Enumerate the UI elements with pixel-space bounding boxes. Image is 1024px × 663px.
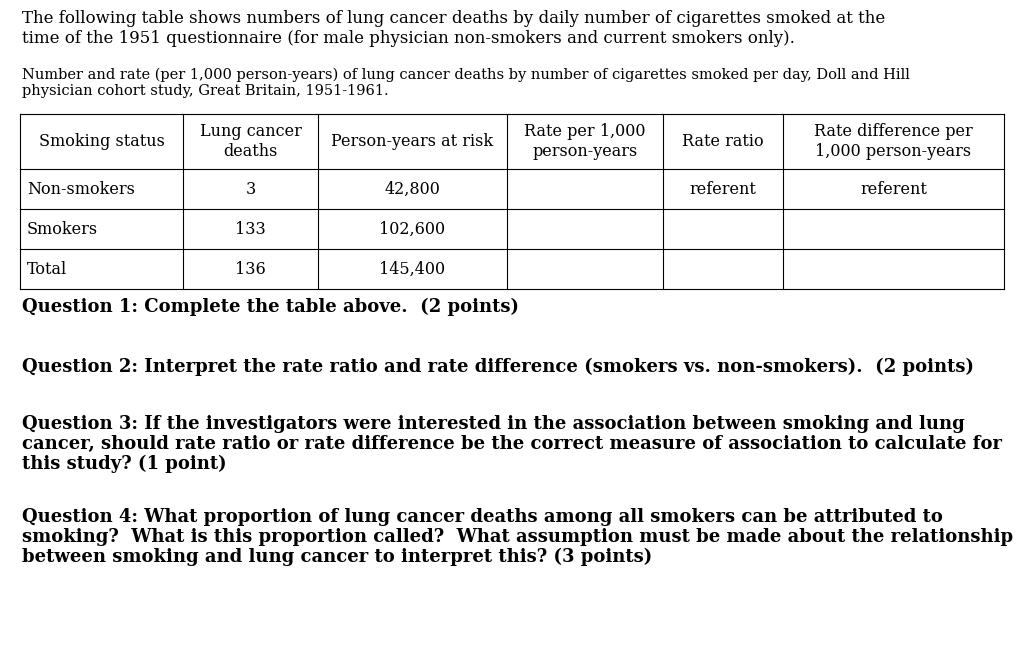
Text: between smoking and lung cancer to interpret this? (3 points): between smoking and lung cancer to inter… [22, 548, 652, 566]
Text: referent: referent [860, 180, 927, 198]
Text: cancer, should rate ratio or rate difference be the correct measure of associati: cancer, should rate ratio or rate differ… [22, 435, 1002, 453]
Text: Question 2: Interpret the rate ratio and rate difference (smokers vs. non-smoker: Question 2: Interpret the rate ratio and… [22, 358, 974, 376]
Text: 42,800: 42,800 [385, 180, 440, 198]
Text: Smoking status: Smoking status [39, 133, 165, 150]
Text: Question 3: If the investigators were interested in the association between smok: Question 3: If the investigators were in… [22, 415, 965, 433]
Text: Smokers: Smokers [27, 221, 98, 237]
Text: The following table shows numbers of lung cancer deaths by daily number of cigar: The following table shows numbers of lun… [22, 10, 886, 27]
Text: this study? (1 point): this study? (1 point) [22, 455, 226, 473]
Text: Rate per 1,000
person-years: Rate per 1,000 person-years [524, 123, 646, 160]
Text: Person-years at risk: Person-years at risk [332, 133, 494, 150]
Text: 136: 136 [236, 261, 266, 278]
Text: referent: referent [689, 180, 757, 198]
Text: Lung cancer
deaths: Lung cancer deaths [200, 123, 301, 160]
Text: 133: 133 [236, 221, 266, 237]
Text: time of the 1951 questionnaire (for male physician non-smokers and current smoke: time of the 1951 questionnaire (for male… [22, 30, 795, 47]
Text: Question 1: Complete the table above.  (2 points): Question 1: Complete the table above. (2… [22, 298, 519, 316]
Text: 3: 3 [246, 180, 256, 198]
Text: Total: Total [27, 261, 68, 278]
Text: Number and rate (per 1,000 person-years) of lung cancer deaths by number of ciga: Number and rate (per 1,000 person-years)… [22, 68, 910, 82]
Text: Question 4: What proportion of lung cancer deaths among all smokers can be attri: Question 4: What proportion of lung canc… [22, 508, 943, 526]
Text: 102,600: 102,600 [380, 221, 445, 237]
Text: Rate difference per
1,000 person-years: Rate difference per 1,000 person-years [814, 123, 973, 160]
Text: 145,400: 145,400 [380, 261, 445, 278]
Text: Rate ratio: Rate ratio [682, 133, 764, 150]
Text: Non-smokers: Non-smokers [27, 180, 135, 198]
Text: smoking?  What is this proportion called?  What assumption must be made about th: smoking? What is this proportion called?… [22, 528, 1013, 546]
Text: physician cohort study, Great Britain, 1951-1961.: physician cohort study, Great Britain, 1… [22, 84, 389, 98]
